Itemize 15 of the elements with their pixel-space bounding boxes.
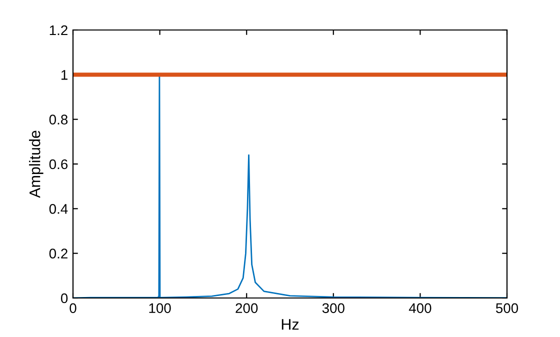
- y-tick-label: 0.8: [49, 114, 68, 125]
- x-tick-label: 400: [408, 303, 432, 314]
- x-tick-label: 300: [322, 303, 344, 314]
- y-tick-label: 0.6: [49, 159, 68, 170]
- y-tick-label: 1: [61, 70, 68, 80]
- y-tick-label: 0.4: [49, 204, 68, 214]
- x-tick-label: 0: [70, 303, 76, 314]
- x-axis-title: Hz: [282, 319, 299, 330]
- y-tick-label: 1.2: [50, 25, 68, 36]
- x-tick-label: 200: [236, 303, 258, 314]
- y-axis-title: Amplitude: [29, 130, 44, 198]
- y-tick-label: 0: [60, 293, 68, 304]
- x-tick-label: 100: [149, 303, 171, 314]
- x-tick-label: 500: [496, 303, 518, 314]
- y-tick-label: 0.2: [49, 248, 68, 259]
